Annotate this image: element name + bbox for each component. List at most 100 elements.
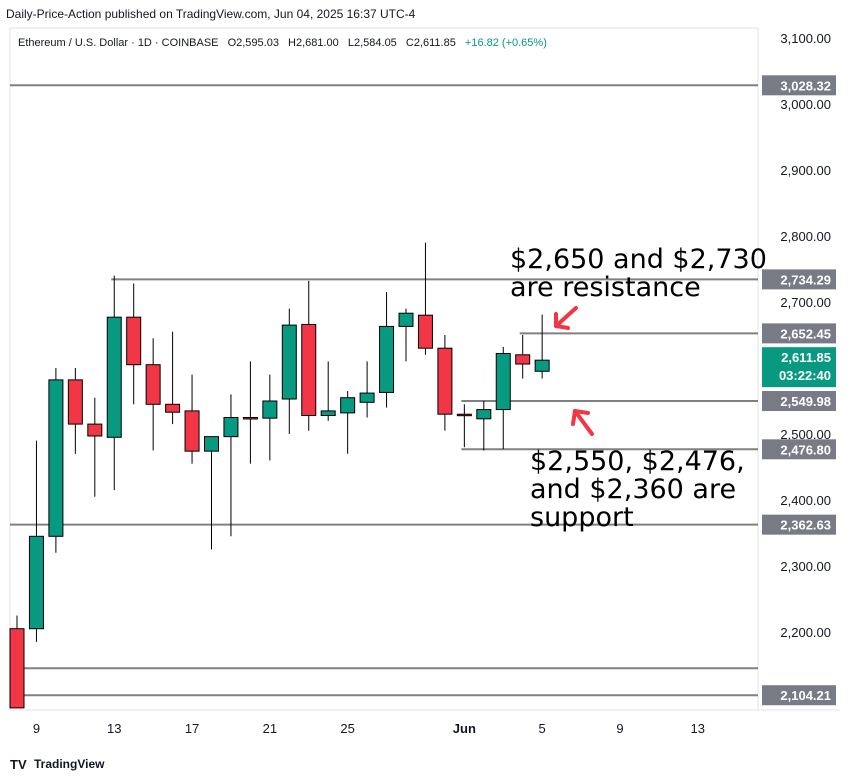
candle-body xyxy=(67,379,83,425)
candle xyxy=(262,374,278,461)
candle-body xyxy=(106,316,122,438)
candle-body xyxy=(28,535,44,630)
candle-body xyxy=(262,400,278,419)
candle xyxy=(379,292,395,408)
candle xyxy=(398,308,414,362)
x-tick-label: 5 xyxy=(539,721,546,736)
level-price-badge xyxy=(762,514,836,535)
candle-body xyxy=(495,352,511,411)
high-value: 2,681.00 xyxy=(296,37,339,49)
level-price-badge xyxy=(762,75,836,96)
x-tick-label: Jun xyxy=(453,721,476,736)
level-price-label: 2,104.21 xyxy=(780,688,831,703)
countdown-label: 03:22:40 xyxy=(779,368,831,383)
arrow-shaft xyxy=(554,306,578,328)
y-tick-label: 3,000.00 xyxy=(780,97,831,112)
time-axis: 9 13 17 21 25 Jun 5 9 13 xyxy=(33,721,705,736)
y-tick-label: 2,200.00 xyxy=(780,625,831,640)
candle-body xyxy=(87,423,103,437)
publisher-line: Daily-Price-Action published on TradingV… xyxy=(6,7,416,21)
x-tick-label: 13 xyxy=(691,721,705,736)
candle-body xyxy=(48,379,64,537)
tradingview-logo[interactable]: TV TradingView xyxy=(10,757,105,772)
candle xyxy=(320,361,336,421)
level-price-label: 3,028.32 xyxy=(780,78,831,93)
level-price-badge xyxy=(762,323,836,344)
candle-body xyxy=(281,324,297,400)
candle-body xyxy=(242,417,258,420)
tradingview-brand: TradingView xyxy=(34,757,105,771)
candle xyxy=(28,440,44,642)
candle-body xyxy=(223,417,239,438)
candle-body xyxy=(126,316,142,366)
candle xyxy=(48,368,64,553)
last-price-badge xyxy=(762,347,836,388)
x-tick-label: 9 xyxy=(33,721,40,736)
support-annotation: and $2,360 are xyxy=(530,474,736,505)
candle-body xyxy=(515,354,531,365)
candle xyxy=(534,314,550,379)
y-tick-label: 2,900.00 xyxy=(780,163,831,178)
support-annotation: support xyxy=(530,502,634,533)
candle-body xyxy=(437,347,453,415)
candle xyxy=(67,368,83,454)
change-value: +16.82 (+0.65%) xyxy=(465,37,547,49)
candle xyxy=(456,404,472,448)
support-arrow-icon xyxy=(571,409,594,436)
y-tick-label: 3,100.00 xyxy=(780,31,831,46)
candle-body xyxy=(398,312,414,327)
candle xyxy=(301,280,317,431)
y-tick-label: 2,400.00 xyxy=(780,493,831,508)
resistance-annotation: are resistance xyxy=(510,272,701,303)
candle xyxy=(515,335,531,379)
candle xyxy=(476,401,492,451)
candle-body xyxy=(534,359,550,372)
candle xyxy=(165,331,181,425)
candle-body xyxy=(9,628,25,709)
level-price-label: 2,734.29 xyxy=(780,272,831,287)
candle-body xyxy=(301,323,317,417)
resistance-annotation: $2,650 and $2,730 xyxy=(510,244,767,275)
candle-body xyxy=(379,325,395,393)
x-tick-label: 13 xyxy=(107,721,121,736)
tradingview-logo-icon: TV xyxy=(10,757,27,772)
candle-body xyxy=(165,403,181,413)
candle xyxy=(9,615,25,709)
candle-body xyxy=(456,413,472,417)
candle xyxy=(340,391,356,454)
candle-body xyxy=(340,397,356,414)
price-axis: 3,100.00 3,000.00 2,900.00 2,800.00 2,700.00… xyxy=(762,31,836,706)
close-value: 2,611.85 xyxy=(414,37,456,49)
candle-body xyxy=(359,392,375,403)
horizontal-levels xyxy=(10,84,758,697)
arrow-head xyxy=(571,409,590,426)
symbol-name: Ethereum / U.S. Dollar · 1D · COINBASE xyxy=(18,37,219,49)
candle-body xyxy=(320,410,336,417)
y-tick-label: 2,500.00 xyxy=(780,427,831,442)
level-price-label: 2,652.45 xyxy=(780,326,831,341)
candle xyxy=(204,436,219,550)
low-label: L xyxy=(348,37,354,49)
y-tick-label: 2,700.00 xyxy=(780,295,831,310)
level-price-badge xyxy=(762,439,836,460)
arrow-head xyxy=(554,312,570,330)
candle xyxy=(495,346,511,450)
close-label: C xyxy=(406,37,414,49)
candle xyxy=(184,374,200,464)
level-price-label: 2,362.63 xyxy=(780,518,831,533)
candle xyxy=(87,397,103,497)
x-tick-label: 25 xyxy=(340,721,354,736)
grid xyxy=(9,27,840,711)
y-tick-label: 2,300.00 xyxy=(780,559,831,574)
candle xyxy=(437,335,453,431)
candle-body xyxy=(476,409,492,420)
open-value: 2,595.03 xyxy=(236,37,279,49)
low-value: 2,584.05 xyxy=(354,37,397,49)
arrow-shaft xyxy=(573,409,594,436)
x-tick-label: 17 xyxy=(185,721,199,736)
resistance-arrow-icon xyxy=(554,306,578,330)
candle xyxy=(242,361,258,464)
candle xyxy=(359,361,375,418)
